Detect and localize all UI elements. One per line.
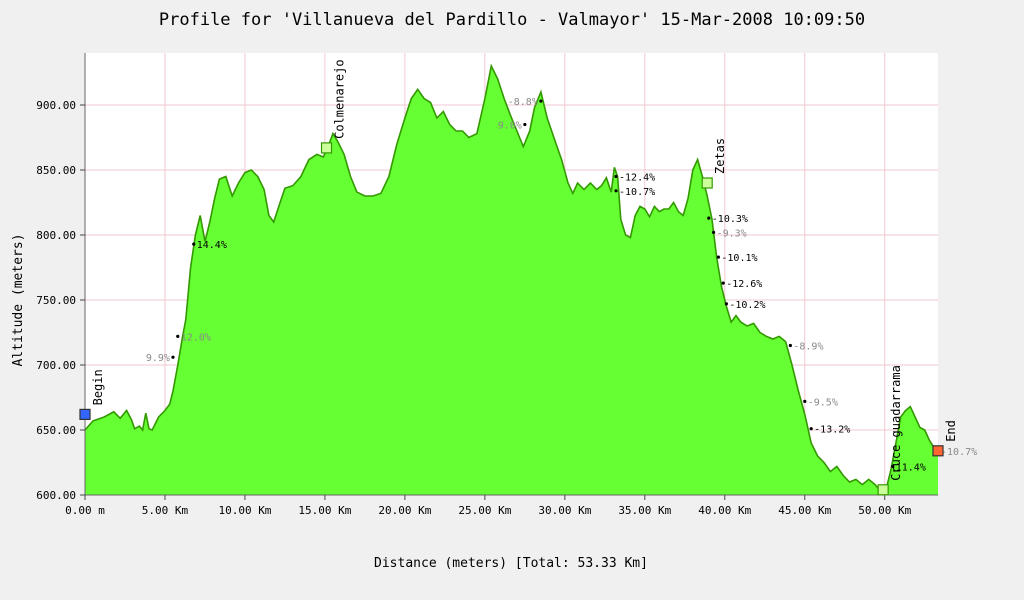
waypoints: Begin Colmenarejo Zetas Cruce guadarrama End (79, 59, 958, 496)
grade-label: 9.9% (146, 353, 170, 364)
grade-label: -13.2% (814, 425, 850, 436)
grade-label: -9.3% (717, 228, 747, 239)
grade-point (707, 216, 711, 220)
waypoint-label: Begin (91, 369, 105, 405)
axes (84, 53, 938, 496)
y-tick-label: 700.00 (36, 359, 76, 372)
grade-label: 14.4% (197, 240, 227, 251)
waypoint-label: End (944, 420, 958, 442)
x-tick-label: 5.00 Km (142, 504, 189, 517)
x-tick-label: 40.00 Km (698, 504, 751, 517)
waypoint-label: Colmenarejo (333, 59, 347, 138)
grade-label: -12.6% (726, 279, 762, 290)
grade-label: -10.7% (941, 447, 977, 458)
grade-point (192, 242, 196, 246)
waypoint-marker (877, 484, 889, 496)
chart-title: Profile for 'Villanueva del Pardillo - V… (159, 10, 865, 30)
grade-label: 12.0% (181, 332, 211, 343)
grade-point (171, 355, 175, 359)
x-tick-label: 25.00 Km (458, 504, 511, 517)
x-axis-ticks: 0.00 m 5.00 Km 10.00 Km 15.00 Km 20.00 Km 25.… (65, 495, 912, 517)
grade-point (614, 174, 618, 179)
grade-point (716, 255, 720, 259)
x-tick-label: 35.00 Km (618, 504, 671, 517)
grade-label: -8.8% (508, 97, 538, 108)
grade-label: 11.4% (896, 462, 926, 473)
grade-point (614, 189, 618, 193)
grade-point (176, 334, 180, 338)
waypoint-marker (701, 177, 713, 189)
x-tick-label: 15.00 Km (298, 504, 351, 517)
grade-label: 9.0% (498, 121, 522, 132)
grade-point (539, 99, 543, 103)
profile-line (84, 63, 939, 494)
x-tick-label: 50.00 Km (858, 504, 911, 517)
profile-area (85, 66, 938, 495)
y-axis-label: Altitude (meters) (11, 233, 26, 366)
grade-point (711, 230, 716, 234)
y-tick-label: 600.00 (36, 489, 76, 502)
y-tick-label: 850.00 (36, 164, 76, 177)
grade-label: -10.1% (721, 253, 757, 264)
grade-label: -10.2% (729, 300, 765, 311)
x-tick-label: 30.00 Km (538, 504, 591, 517)
grade-labels: 9.9% 12.0% 14.4% 9.0% -8.8% -12.4% -10.7% -10.3… (146, 97, 977, 473)
x-tick-label: 0.00 m (65, 504, 105, 517)
x-tick-label: 45.00 Km (778, 504, 831, 517)
waypoint-marker (932, 445, 944, 457)
y-tick-label: 900.00 (36, 99, 76, 112)
waypoint-marker (79, 408, 91, 420)
grade-label: -8.9% (793, 342, 823, 353)
x-tick-label: 20.00 Km (378, 504, 431, 517)
grade-point (523, 122, 527, 127)
grade-point (809, 427, 813, 431)
y-tick-label: 650.00 (36, 424, 76, 437)
grade-label: -10.7% (619, 187, 655, 198)
waypoint-label: Zetas (713, 138, 727, 174)
grade-point (788, 343, 792, 348)
y-tick-label: 750.00 (36, 294, 76, 307)
grade-point (803, 399, 807, 403)
y-axis-ticks: 600.00 650.00 700.00 750.00 800.00 850.00 900.… (36, 99, 85, 502)
waypoint-marker (320, 142, 333, 154)
x-axis-label: Distance (meters) [Total: 53.33 Km] (374, 556, 648, 571)
x-tick-label: 10.00 Km (218, 504, 271, 517)
grade-point (721, 281, 725, 285)
grade-point (891, 464, 895, 468)
grade-label: -9.5% (808, 397, 838, 408)
grade-point (724, 302, 728, 306)
grade-label: -10.3% (712, 214, 748, 225)
y-tick-label: 800.00 (36, 229, 76, 242)
grade-label: -12.4% (619, 173, 655, 184)
waypoint-label: Cruce guadarrama (889, 365, 903, 481)
